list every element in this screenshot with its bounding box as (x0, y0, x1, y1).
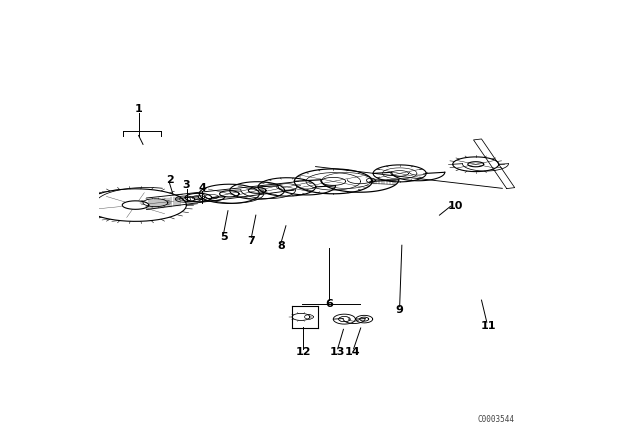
Text: 3: 3 (182, 180, 190, 190)
Text: 4: 4 (198, 183, 206, 193)
Text: C0003544: C0003544 (477, 415, 515, 424)
Text: 6: 6 (325, 299, 333, 309)
Text: 8: 8 (277, 241, 285, 251)
Text: 7: 7 (248, 236, 255, 246)
Text: 11: 11 (481, 321, 496, 331)
Text: 1: 1 (135, 104, 143, 114)
Text: 2: 2 (166, 175, 173, 185)
Text: 14: 14 (345, 347, 360, 358)
Text: 9: 9 (396, 305, 404, 315)
Text: 12: 12 (296, 347, 311, 358)
Text: 10: 10 (447, 201, 463, 211)
Text: 5: 5 (220, 232, 227, 242)
Text: 13: 13 (330, 347, 346, 358)
